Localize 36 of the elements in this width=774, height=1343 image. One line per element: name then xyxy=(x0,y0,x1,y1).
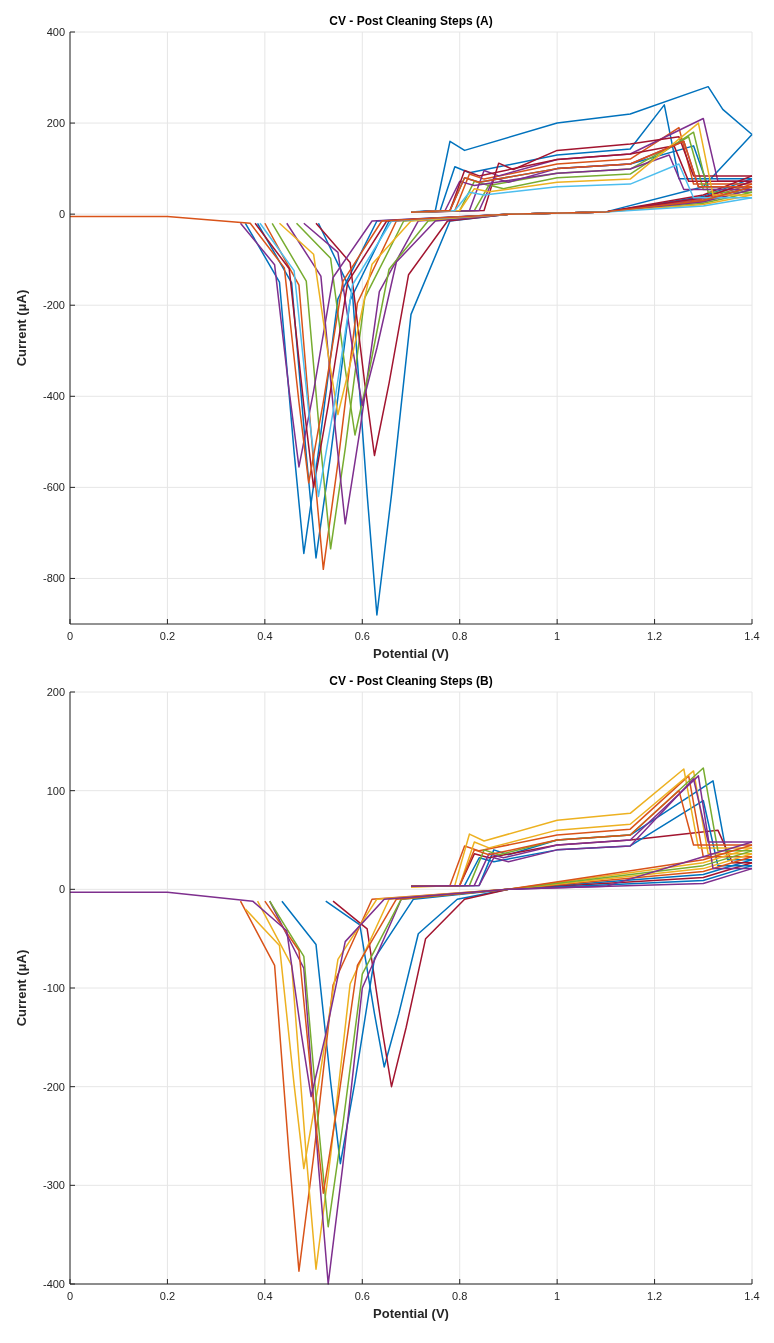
x-tick-label: 0 xyxy=(66,630,74,642)
y-tick-label: 0 xyxy=(58,883,65,896)
x-tick-label: 1.2 xyxy=(646,630,663,642)
x-tick-label: 0.2 xyxy=(159,630,176,642)
x-tick-label: 1.4 xyxy=(744,1290,760,1302)
x-axis-title: Potential (V) xyxy=(373,646,449,661)
x-axis-title: Potential (V) xyxy=(373,1306,449,1321)
x-tick-label: 0.6 xyxy=(354,630,370,642)
y-tick-label: -400 xyxy=(42,1277,65,1290)
x-tick-label: 0 xyxy=(66,1290,74,1302)
x-tick-label: 0.2 xyxy=(159,1290,176,1302)
x-tick-label: 1 xyxy=(554,630,561,642)
y-tick-label: 200 xyxy=(46,685,65,698)
x-tick-label: 1.4 xyxy=(744,630,760,642)
chart-title: CV - Post Cleaning Steps (B) xyxy=(329,674,493,688)
x-tick-label: 0.8 xyxy=(452,630,468,642)
chart-title: CV - Post Cleaning Steps (A) xyxy=(329,14,493,28)
x-tick-label: 0.8 xyxy=(452,1290,468,1302)
y-tick-label: 400 xyxy=(46,25,65,38)
y-tick-label: -800 xyxy=(42,572,65,585)
y-tick-label: -100 xyxy=(42,981,65,994)
y-tick-label: -400 xyxy=(42,390,65,403)
y-tick-label: -200 xyxy=(42,1080,65,1093)
y-tick-label: -600 xyxy=(42,481,65,494)
x-tick-label: 1.2 xyxy=(646,1290,663,1302)
y-tick-label: 100 xyxy=(46,784,65,797)
x-tick-label: 0.4 xyxy=(257,1290,273,1302)
x-tick-label: 1 xyxy=(554,1290,561,1302)
y-tick-label: 200 xyxy=(46,116,65,129)
y-tick-label: -300 xyxy=(42,1179,65,1192)
x-tick-label: 0.4 xyxy=(257,630,273,642)
y-axis-title: Current (μA) xyxy=(14,949,29,1027)
y-tick-label: 0 xyxy=(58,208,65,220)
y-axis-title: Current (μA) xyxy=(14,289,29,367)
y-tick-label: -200 xyxy=(42,299,65,312)
x-tick-label: 0.6 xyxy=(354,1290,370,1302)
